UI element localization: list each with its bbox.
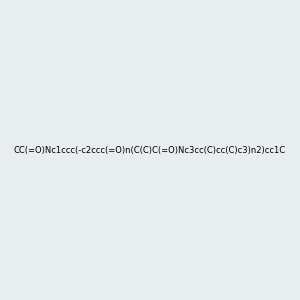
Text: CC(=O)Nc1ccc(-c2ccc(=O)n(C(C)C(=O)Nc3cc(C)cc(C)c3)n2)cc1C: CC(=O)Nc1ccc(-c2ccc(=O)n(C(C)C(=O)Nc3cc(… — [14, 146, 286, 154]
